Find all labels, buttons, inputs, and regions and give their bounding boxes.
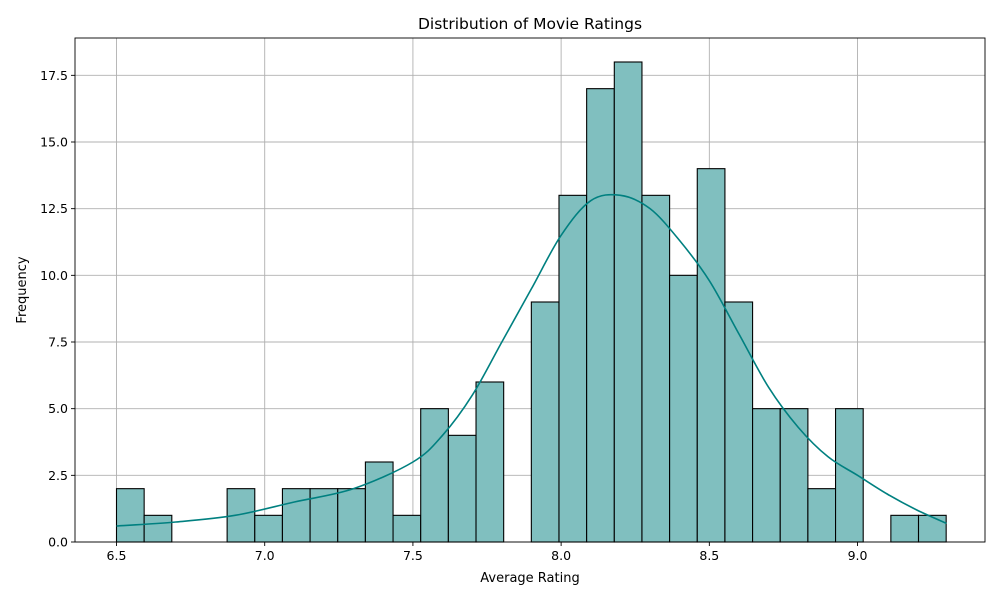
x-tick-label: 8.5 bbox=[699, 548, 719, 563]
histogram-bar bbox=[392, 514, 422, 543]
x-tick-label: 7.0 bbox=[255, 548, 275, 563]
histogram-bar bbox=[696, 168, 726, 543]
histogram-bar bbox=[669, 274, 698, 543]
histogram-bar bbox=[890, 514, 920, 543]
y-tick-label: 10.0 bbox=[40, 268, 68, 283]
y-axis-label: Frequency bbox=[15, 256, 30, 323]
histogram-bar bbox=[530, 301, 560, 543]
histogram-bar bbox=[254, 514, 283, 543]
histogram-bar bbox=[586, 88, 615, 543]
y-tick-label: 2.5 bbox=[48, 468, 68, 483]
histogram-bar bbox=[143, 514, 173, 543]
kde-line bbox=[116, 193, 947, 527]
histogram-bar bbox=[447, 434, 477, 543]
histogram-bar bbox=[917, 514, 947, 543]
x-tick-label: 6.5 bbox=[107, 548, 127, 563]
histogram-bar bbox=[752, 408, 781, 543]
histogram-bar bbox=[115, 488, 145, 543]
y-tick-label: 17.5 bbox=[40, 68, 68, 83]
y-tick-label: 15.0 bbox=[40, 135, 68, 150]
histogram-bar bbox=[834, 408, 864, 543]
y-tick-label: 5.0 bbox=[48, 401, 68, 416]
histogram-bar bbox=[779, 408, 809, 543]
x-tick-label: 9.0 bbox=[848, 548, 868, 563]
histogram-bar bbox=[475, 381, 505, 543]
x-tick-label: 8.0 bbox=[551, 548, 571, 563]
chart-title: Distribution of Movie Ratings bbox=[418, 15, 642, 33]
bars bbox=[115, 61, 947, 543]
histogram-bar bbox=[641, 194, 671, 543]
x-axis-label: Average Rating bbox=[480, 571, 579, 586]
histogram-bar bbox=[420, 408, 449, 543]
y-tick-label: 7.5 bbox=[48, 335, 68, 350]
x-tick-label: 7.5 bbox=[403, 548, 423, 563]
ticks: 6.5 7.0 7.5 8.0 8.5 9.0 0.0 2.5 5.0 7.5 10.0 12.5 15… bbox=[40, 68, 867, 563]
grid bbox=[75, 38, 985, 543]
y-tick-label: 0.0 bbox=[48, 535, 68, 550]
histogram-bar bbox=[281, 488, 311, 543]
histogram-bar bbox=[613, 61, 643, 543]
histogram-bar bbox=[724, 301, 754, 543]
y-tick-label: 12.5 bbox=[40, 201, 68, 216]
histogram-bar bbox=[807, 488, 837, 543]
plot-frame bbox=[74, 37, 986, 543]
histogram-bar bbox=[558, 194, 588, 543]
histogram-bar bbox=[337, 488, 366, 543]
